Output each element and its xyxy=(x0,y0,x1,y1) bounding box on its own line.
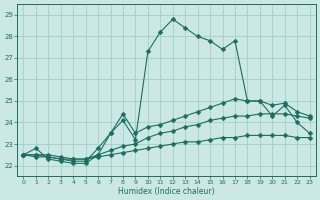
X-axis label: Humidex (Indice chaleur): Humidex (Indice chaleur) xyxy=(118,187,215,196)
